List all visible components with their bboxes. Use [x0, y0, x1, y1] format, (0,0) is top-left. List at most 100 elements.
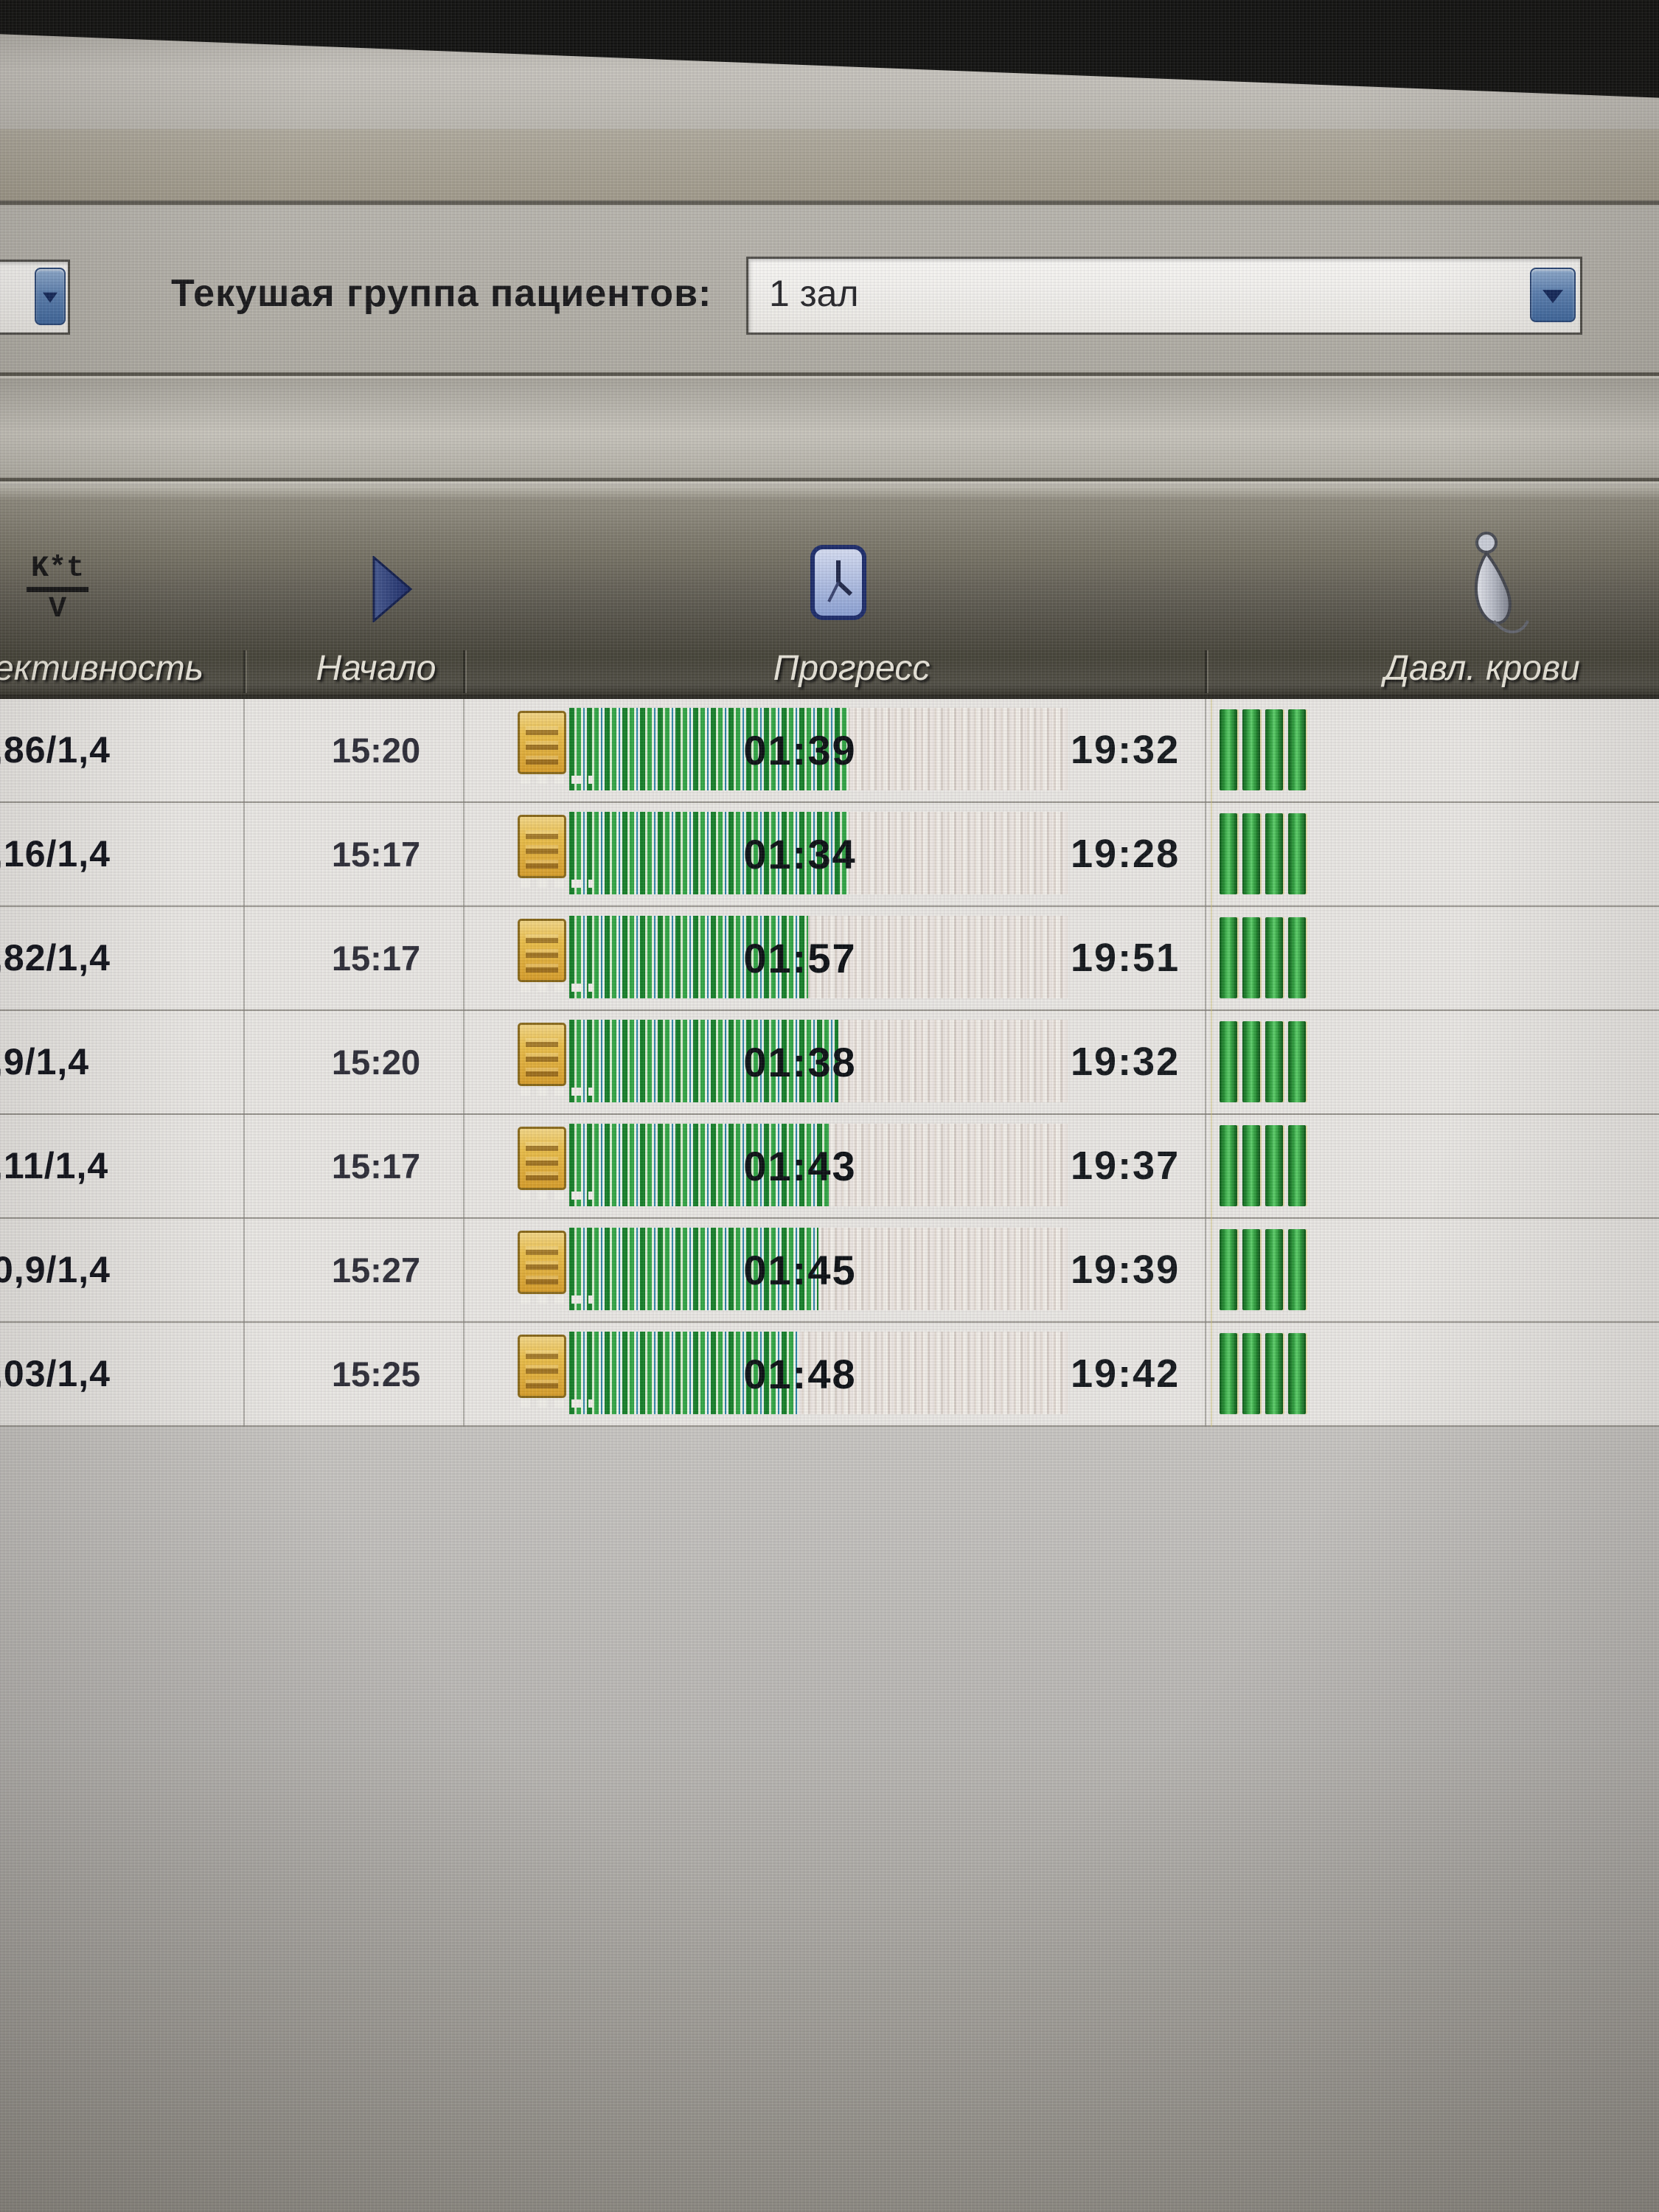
- bp-bar: [1220, 813, 1237, 894]
- combo-dropdown-button[interactable]: [35, 268, 66, 325]
- blood-pressure-bulb-icon[interactable]: [1461, 531, 1532, 645]
- effectiveness-value: 0,9/1,4: [0, 1249, 111, 1290]
- effectiveness-value: ,86/1,4: [0, 729, 111, 771]
- bp-bar: [1220, 1229, 1237, 1310]
- shine-band: [0, 378, 1659, 478]
- progress-fill: [569, 812, 849, 894]
- blood-pressure-bars: [1220, 917, 1306, 998]
- header-separator: [463, 650, 465, 693]
- table-row[interactable]: ,82/1,4 15:17 01:57 19:51: [0, 907, 1659, 1011]
- ktv-numerator: K*t: [26, 553, 88, 592]
- ktv-denominator: V: [48, 593, 66, 626]
- header-separator: [1205, 650, 1207, 693]
- clock-icon[interactable]: [810, 544, 867, 625]
- play-icon[interactable]: [372, 554, 413, 626]
- table-row[interactable]: 0,9/1,4 15:27 01:45 19:39: [0, 1219, 1659, 1323]
- bp-bar: [1220, 1125, 1237, 1206]
- progress-track: [569, 1020, 1068, 1102]
- bp-bar: [1265, 1333, 1283, 1414]
- progress-fill: [569, 1332, 799, 1414]
- end-time: 19:39: [1071, 1248, 1180, 1292]
- bp-bar: [1220, 917, 1237, 998]
- progress-fill: [569, 916, 809, 998]
- column-header-effectiveness[interactable]: ективность: [0, 649, 204, 688]
- bp-bar: [1288, 1021, 1306, 1102]
- chevron-down-icon: [43, 292, 58, 303]
- progress-icon-dashes: [521, 1295, 593, 1304]
- end-time: 19:42: [1071, 1352, 1180, 1396]
- progress-fill: [569, 1228, 818, 1310]
- table-row[interactable]: ,16/1,4 15:17 01:34 19:28: [0, 803, 1659, 907]
- effectiveness-value: ,11/1,4: [0, 1145, 109, 1186]
- bp-bar: [1265, 1021, 1283, 1102]
- rows-host: ,86/1,4 15:20 01:39 19:32 ,16/1,4 15:17 …: [0, 699, 1659, 1427]
- column-header-start[interactable]: Начало: [316, 649, 437, 688]
- progress-fill: [569, 708, 849, 790]
- empty-area-below-table: [0, 1427, 1659, 2212]
- patient-group-combobox[interactable]: 1 зал: [746, 257, 1582, 335]
- dialysis-progress-icon: [518, 815, 566, 878]
- bp-bar: [1242, 917, 1260, 998]
- effectiveness-value: ,82/1,4: [0, 937, 111, 978]
- dialysis-progress-icon: [518, 1023, 566, 1086]
- table-row[interactable]: ,11/1,4 15:17 01:43 19:37: [0, 1115, 1659, 1219]
- start-time: 15:17: [331, 835, 421, 874]
- bp-bar: [1242, 1125, 1260, 1206]
- table-row[interactable]: ,9/1,4 15:20 01:38 19:32: [0, 1011, 1659, 1115]
- table-row[interactable]: ,86/1,4 15:20 01:39 19:32: [0, 699, 1659, 803]
- bp-bar: [1265, 917, 1283, 998]
- elapsed-time: 01:45: [743, 1247, 857, 1293]
- table-body: ,86/1,4 15:20 01:39 19:32 ,16/1,4 15:17 …: [0, 699, 1659, 1427]
- progress-track: [569, 708, 1068, 790]
- start-time: 15:20: [331, 731, 421, 770]
- groove-line: [0, 478, 1659, 481]
- patient-group-value: 1 зал: [769, 273, 859, 314]
- column-header-blood-pressure[interactable]: Давл. крови: [1384, 649, 1580, 688]
- column-header-progress[interactable]: Прогресс: [773, 649, 931, 688]
- bp-bar: [1220, 709, 1237, 790]
- bp-bar: [1265, 709, 1283, 790]
- progress-fill: [569, 1020, 839, 1102]
- table-row[interactable]: ,03/1,4 15:25 01:48 19:42: [0, 1323, 1659, 1427]
- end-time: 19:32: [1071, 728, 1180, 772]
- bp-bar: [1288, 1125, 1306, 1206]
- dialysis-progress-icon: [518, 1231, 566, 1294]
- progress-icon-dashes: [521, 1192, 593, 1200]
- dialysis-progress-icon: [518, 711, 566, 774]
- end-time: 19:37: [1071, 1144, 1180, 1188]
- bp-bar: [1288, 813, 1306, 894]
- bp-bar: [1242, 1333, 1260, 1414]
- effectiveness-value: ,16/1,4: [0, 833, 111, 874]
- ktv-formula-icon[interactable]: K*t V: [21, 553, 94, 627]
- progress-icon-dashes: [521, 776, 593, 784]
- bp-bar: [1220, 1333, 1237, 1414]
- bp-bar: [1288, 1333, 1306, 1414]
- progress-track: [569, 916, 1068, 998]
- bp-bar: [1288, 709, 1306, 790]
- start-time: 15:17: [331, 939, 421, 978]
- progress-track: [569, 812, 1068, 894]
- blood-pressure-bars: [1220, 1125, 1306, 1206]
- bp-bar: [1242, 1021, 1260, 1102]
- progress-icon-dashes: [521, 1088, 593, 1096]
- dialysis-progress-icon: [518, 1335, 566, 1398]
- progress-track: [569, 1332, 1068, 1414]
- end-time: 19:28: [1071, 832, 1180, 876]
- progress-track: [569, 1124, 1068, 1206]
- table-header: K*t V: [0, 485, 1659, 699]
- left-edge-combobox[interactable]: [0, 260, 70, 335]
- bp-bar: [1242, 813, 1260, 894]
- elapsed-time: 01:39: [743, 727, 857, 773]
- divider-line: [0, 201, 1659, 205]
- start-time: 15:27: [331, 1251, 421, 1290]
- blood-pressure-bars: [1220, 709, 1306, 790]
- progress-track: [569, 1228, 1068, 1310]
- progress-icon-dashes: [521, 1399, 593, 1408]
- combo-dropdown-button[interactable]: [1530, 268, 1576, 322]
- blood-pressure-bars: [1220, 1333, 1306, 1414]
- header-separator: [243, 650, 246, 693]
- start-time: 15:17: [331, 1147, 421, 1186]
- bp-bar: [1265, 1229, 1283, 1310]
- blood-pressure-bars: [1220, 1229, 1306, 1310]
